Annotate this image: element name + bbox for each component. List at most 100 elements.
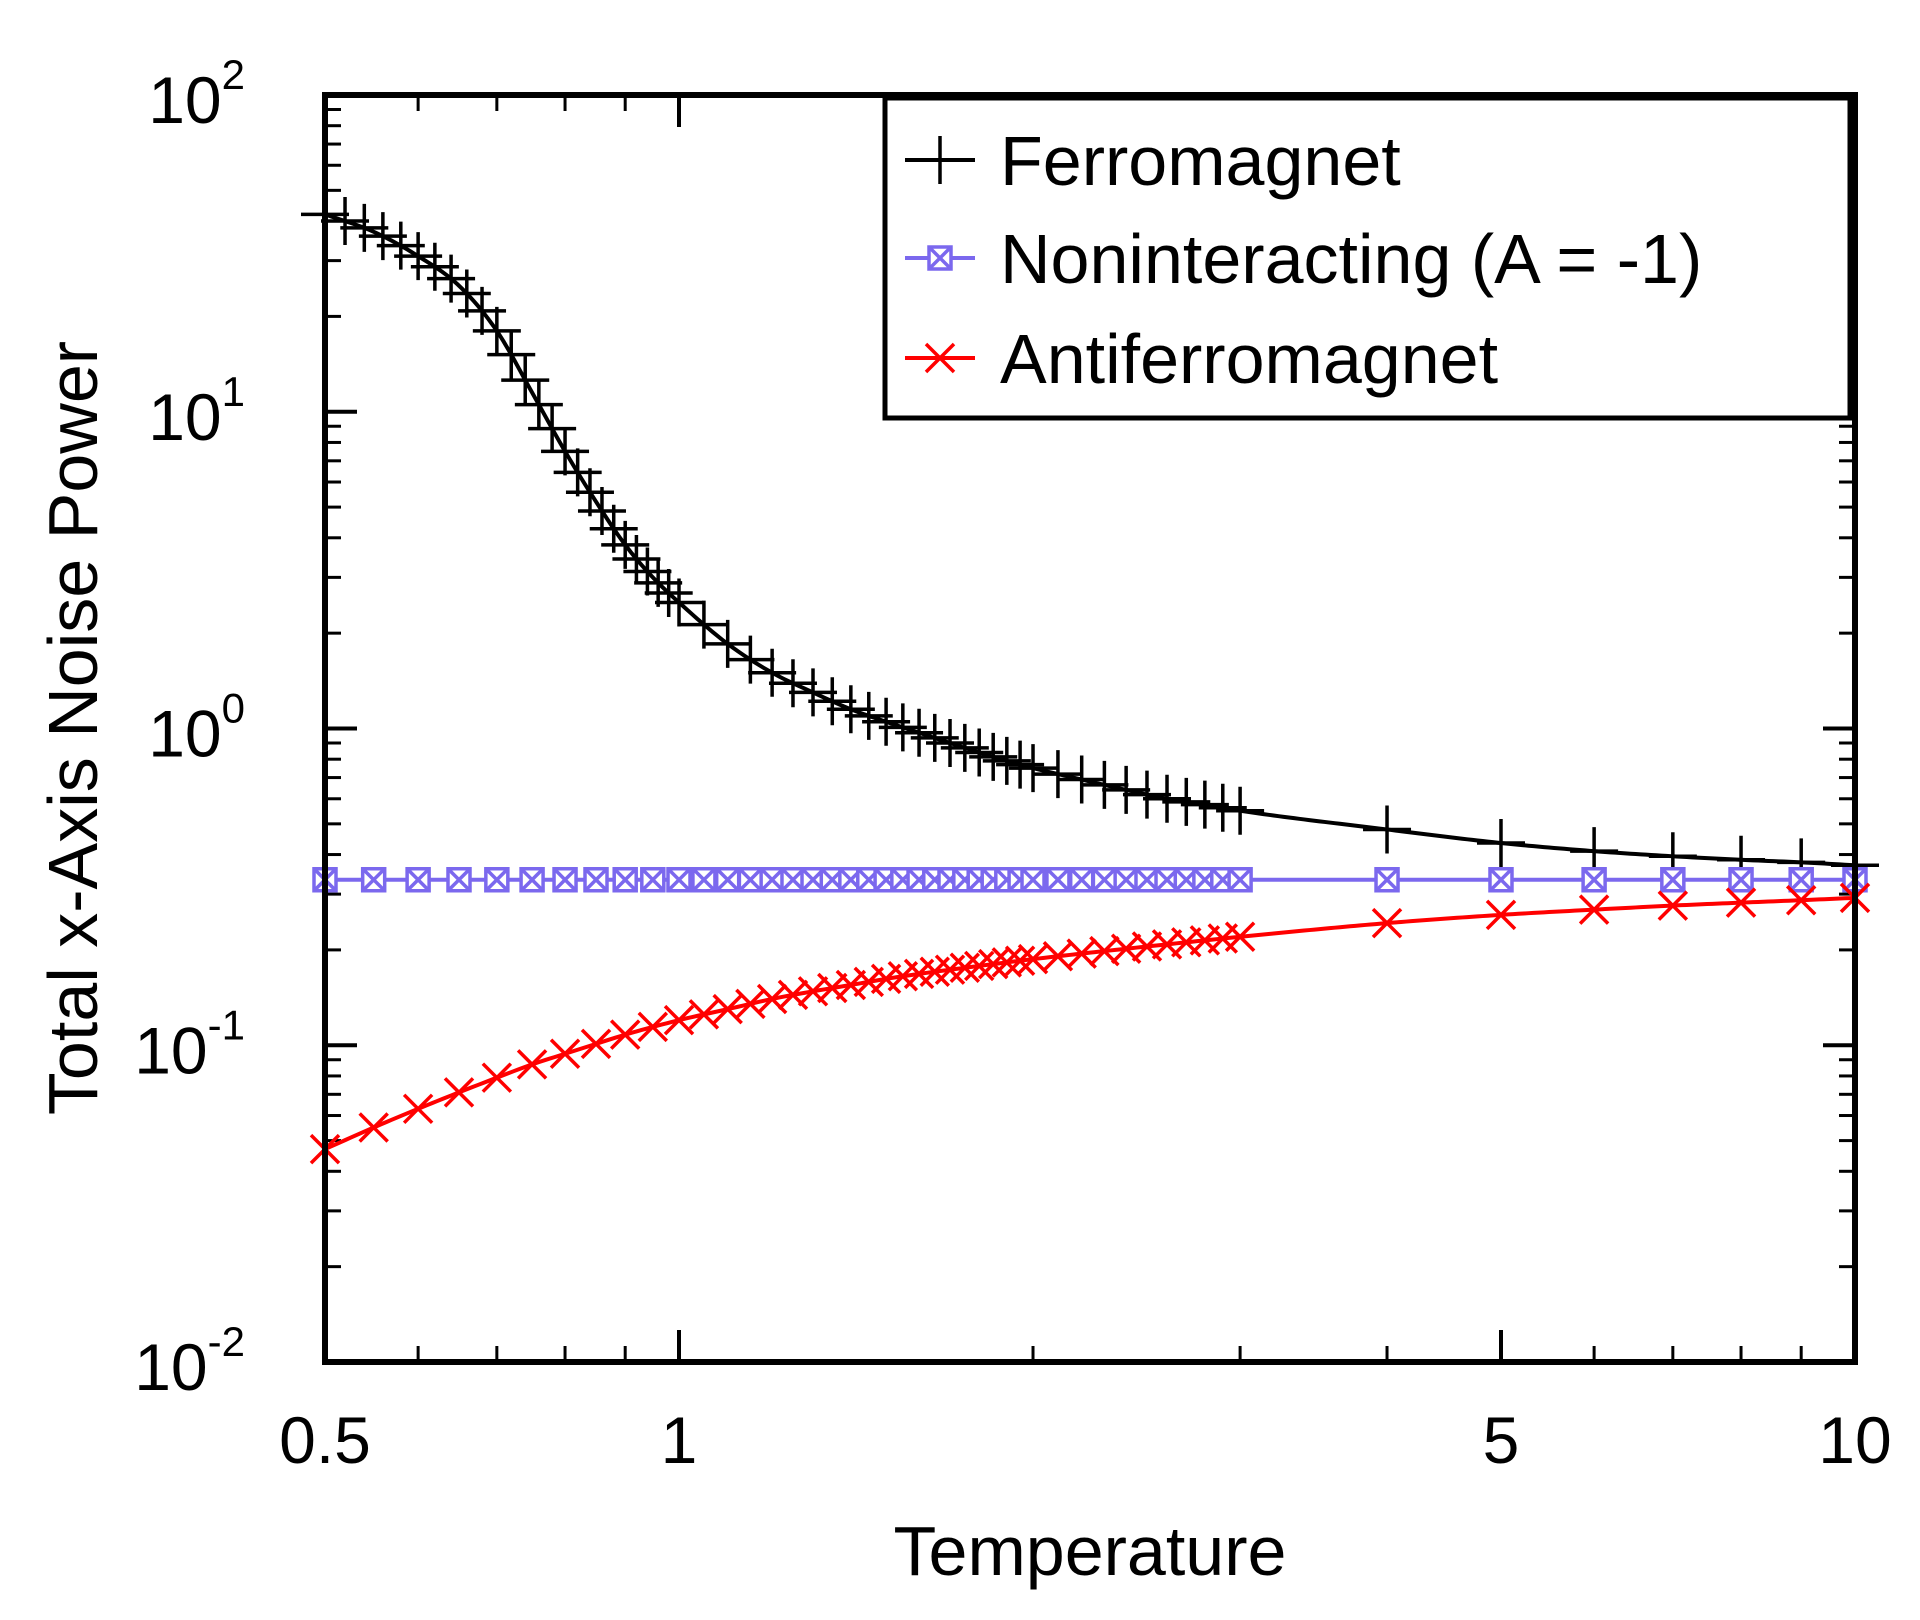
data-point	[969, 732, 1018, 781]
data-point	[640, 867, 666, 893]
data-point	[1374, 867, 1400, 893]
data-point	[583, 867, 609, 893]
data-point	[514, 380, 563, 429]
data-point	[623, 547, 672, 596]
y-tick-labels: 10-2 10-1 100 101 102	[134, 51, 245, 1404]
data-point	[1068, 867, 1095, 893]
data-point	[553, 448, 602, 497]
data-point	[580, 1028, 612, 1060]
data-point	[443, 1077, 475, 1108]
data-point	[1009, 744, 1058, 793]
legend-label: Antiferromagnet	[1000, 320, 1498, 398]
data-point	[601, 520, 650, 569]
y-tick-label: 10-2	[134, 1318, 245, 1404]
series-layer	[301, 190, 1879, 1165]
data-point	[612, 534, 661, 583]
series-line	[324, 895, 1856, 1151]
data-point	[1578, 894, 1610, 925]
data-point	[800, 867, 826, 893]
legend-box	[882, 95, 1853, 421]
data-point	[1363, 805, 1412, 854]
data-point	[655, 578, 704, 627]
legend-marker	[924, 342, 956, 374]
data-point	[688, 999, 720, 1030]
legend-label: Noninteracting (A = -1)	[1000, 220, 1702, 298]
data-point	[358, 212, 407, 261]
data-point	[996, 740, 1045, 789]
data-point	[1180, 780, 1229, 829]
data-point	[1033, 750, 1082, 799]
data-point	[634, 558, 683, 607]
data-point	[991, 947, 1023, 978]
data-point	[1102, 765, 1151, 814]
data-point	[565, 468, 614, 517]
data-point	[826, 685, 875, 734]
data-point	[487, 330, 536, 379]
data-point	[1162, 777, 1211, 826]
data-point	[516, 1049, 548, 1080]
series-3	[309, 882, 1871, 1165]
data-point	[768, 659, 817, 708]
series-1	[301, 190, 1879, 890]
x-axis-title: Temperature	[894, 1512, 1287, 1590]
data-point	[963, 950, 995, 982]
data-point	[541, 427, 590, 476]
data-point	[528, 404, 577, 453]
data-point	[789, 668, 838, 717]
plot-frame	[322, 92, 1858, 1365]
legend-marker	[916, 136, 964, 184]
data-point	[609, 1019, 641, 1050]
data-point	[472, 306, 521, 355]
data-point	[1020, 867, 1046, 893]
data-point	[552, 867, 578, 893]
x-tick-label: 1	[661, 1403, 698, 1477]
data-point	[1371, 907, 1403, 939]
data-point	[1045, 867, 1071, 893]
data-point	[501, 356, 550, 405]
data-point	[726, 635, 775, 684]
data-point	[637, 1011, 669, 1043]
data-point	[405, 867, 431, 893]
data-point	[1091, 867, 1118, 893]
data-point	[1080, 760, 1129, 809]
data-point	[940, 723, 989, 772]
legend: Ferromagnet Noninteracting (A = -1) Antife…	[882, 95, 1853, 421]
data-point	[1485, 899, 1517, 931]
data-point	[691, 867, 717, 893]
data-point	[484, 867, 510, 893]
data-point	[1122, 770, 1171, 819]
data-point	[1224, 921, 1256, 953]
data-point	[735, 988, 766, 1020]
data-point	[1004, 945, 1036, 976]
data-point	[748, 648, 797, 697]
data-point	[340, 203, 389, 252]
data-point	[797, 976, 829, 1007]
x-tick-label: 0.5	[279, 1403, 371, 1477]
data-point	[955, 728, 1004, 777]
data-point	[358, 1112, 389, 1143]
data-point	[817, 972, 848, 1004]
data-point	[1227, 867, 1253, 893]
data-point	[1728, 867, 1754, 893]
data-point	[737, 867, 764, 893]
data-point	[1785, 884, 1817, 916]
data-point	[577, 486, 626, 535]
data-point	[1113, 867, 1139, 893]
data-point	[759, 867, 785, 893]
data-point	[1216, 786, 1265, 835]
data-point	[1788, 867, 1814, 893]
x-tick-labels: 0.5 1 5 10	[279, 1403, 1892, 1477]
data-point	[1725, 887, 1757, 918]
data-point	[402, 1093, 434, 1125]
data-point	[679, 600, 728, 649]
data-point	[808, 677, 857, 726]
series-2	[312, 867, 1868, 893]
legend-marker	[927, 245, 953, 271]
data-point	[644, 569, 693, 618]
data-point	[360, 867, 387, 893]
data-point	[1017, 943, 1049, 975]
data-point	[712, 993, 743, 1025]
data-point	[612, 867, 638, 893]
